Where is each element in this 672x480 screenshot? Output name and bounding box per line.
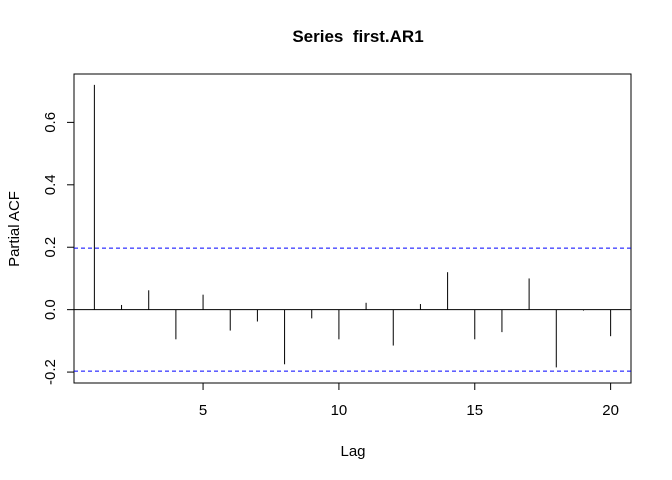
x-tick-label-10: 10 <box>331 402 348 419</box>
x-tick-label-15: 15 <box>466 402 483 419</box>
plot-frame <box>73 73 632 384</box>
chart-title: Series first.AR1 <box>292 27 423 46</box>
x-tick-label-5: 5 <box>199 402 207 419</box>
y-tick-label-2: 0.2 <box>42 237 59 258</box>
y-tick-label-3: 0.4 <box>42 174 59 195</box>
confidence-bounds <box>74 247 631 372</box>
y-tick-label-1: 0.0 <box>42 299 59 320</box>
y-tick-label-0: -0.2 <box>42 359 59 385</box>
x-tick-label-20: 20 <box>602 402 619 419</box>
y-tick-label-4: 0.6 <box>42 112 59 133</box>
y-axis: -0.2 0.0 0.2 0.4 0.6 <box>42 112 74 385</box>
x-axis: 5 10 15 20 <box>199 383 619 419</box>
x-axis-label: Lag <box>340 443 365 460</box>
pacf-bars <box>93 84 612 368</box>
y-axis-label: Partial ACF <box>6 191 23 267</box>
